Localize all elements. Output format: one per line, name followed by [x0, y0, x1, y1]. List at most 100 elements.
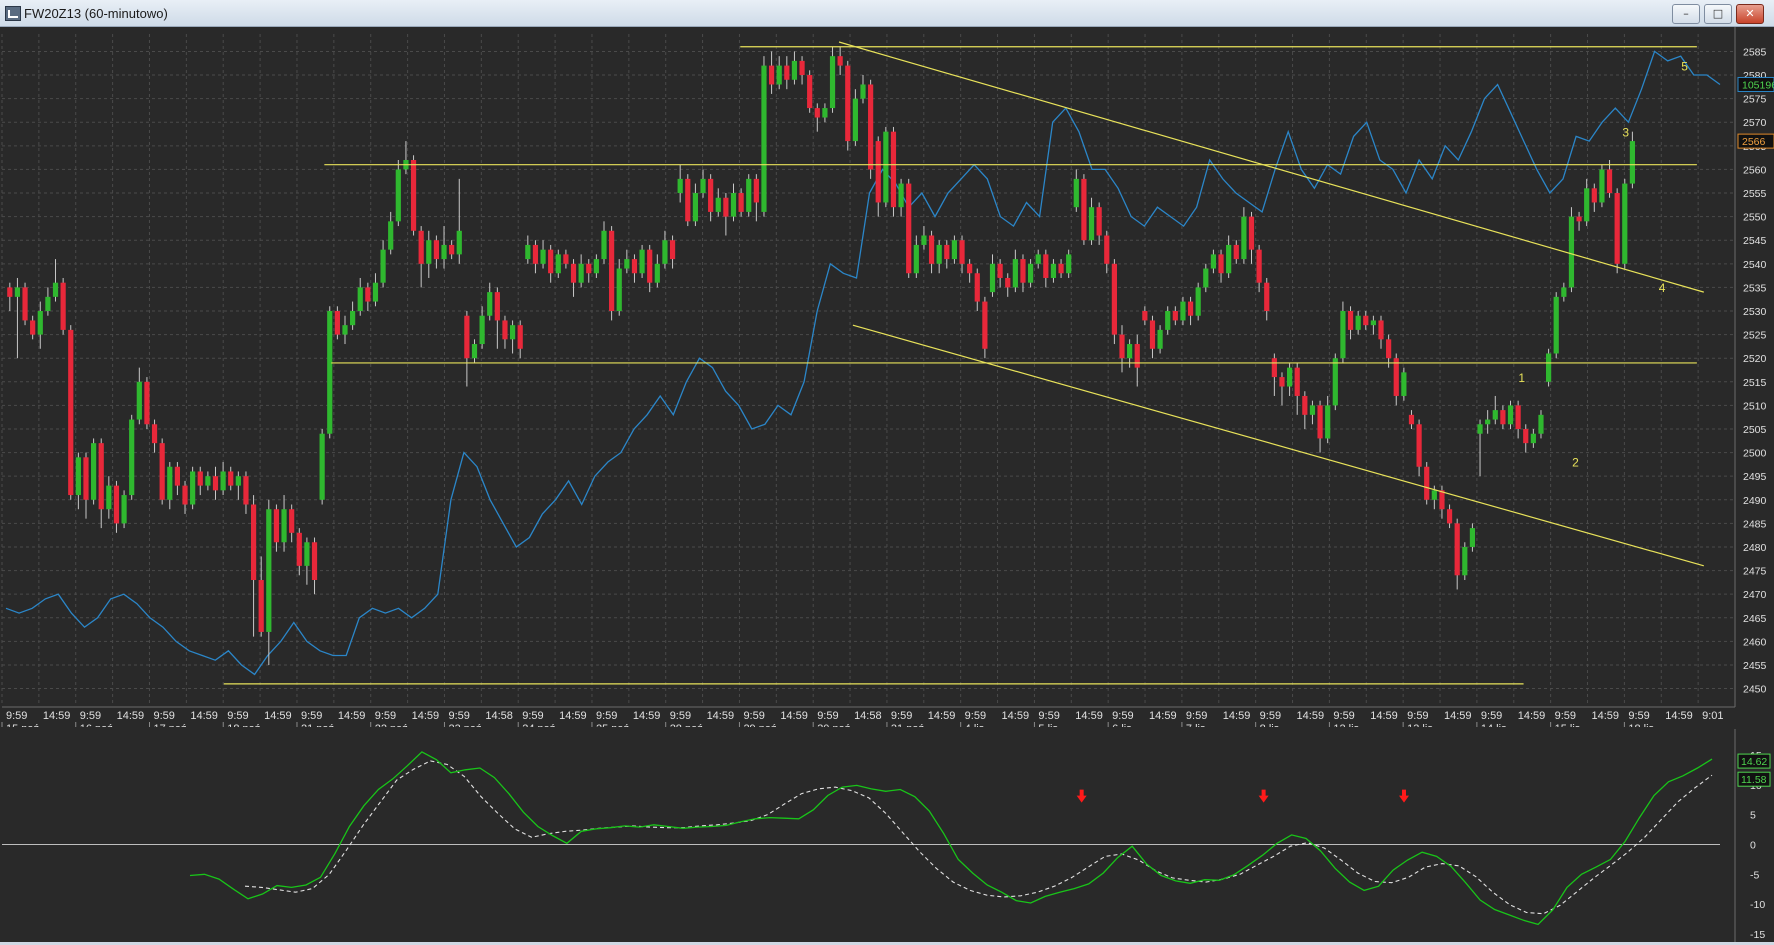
window-title-bar[interactable]: FW20Z13 (60-minutowo) – □ ✕ [0, 0, 1774, 27]
osc-tick-label: -15 [1750, 929, 1765, 941]
candle-body [1401, 372, 1407, 396]
candle-body [182, 485, 188, 505]
candle-body [372, 282, 379, 302]
candle-body [525, 244, 531, 260]
candle-body [1157, 329, 1163, 349]
x-time-label: 9:59 [1628, 710, 1649, 722]
candle-body [807, 75, 813, 109]
x-date-label: 5 lis [1038, 723, 1058, 727]
candle-body [1256, 249, 1262, 283]
candle-body [228, 471, 234, 486]
candle-body [555, 254, 561, 274]
candle-body [1241, 216, 1247, 260]
candle-body [609, 230, 615, 312]
y-tick-label: 2465 [1743, 613, 1767, 625]
candle-body [1393, 358, 1399, 396]
price-chart[interactable]: 2450 2455 2460 2465 2470 2475 2480 2485 2490 2495… [0, 27, 1774, 727]
candle-body [441, 244, 447, 260]
candle-body [7, 287, 13, 297]
candle-body [52, 282, 59, 297]
candle-body [868, 84, 874, 170]
osc-badge-box [1737, 753, 1771, 769]
candle-body [1462, 546, 1468, 576]
candle-body [1576, 216, 1582, 222]
candle-body [1439, 490, 1445, 510]
chart-area[interactable]: 2450 2455 2460 2465 2470 2475 2480 2485 2490 2495… [0, 27, 1774, 942]
candle-body [410, 159, 417, 231]
candle-body [1302, 395, 1308, 415]
y-tick-label: 2525 [1743, 330, 1767, 342]
candle-body [1226, 244, 1232, 274]
candle-body [357, 287, 363, 312]
candle-body [327, 311, 333, 434]
candle-body [685, 178, 691, 222]
x-date-label: 17 paź [153, 723, 186, 727]
candle-body [113, 485, 120, 524]
x-time-label: 9:59 [1260, 710, 1281, 722]
close-button[interactable]: ✕ [1736, 4, 1764, 24]
x-time-label: 14:59 [559, 710, 587, 722]
candle-body [1347, 311, 1354, 330]
candle-body [601, 230, 607, 260]
x-time-label: 9:59 [965, 710, 986, 722]
y-tick-label: 2540 [1743, 259, 1767, 271]
candle-body [433, 240, 440, 260]
candle-body [578, 263, 584, 283]
candle-body [395, 169, 401, 222]
candle-body [151, 424, 158, 444]
x-time-label: 14:59 [1370, 710, 1398, 722]
candle-body [540, 249, 546, 264]
candle-body [479, 315, 485, 345]
y-tick-label: 2460 [1743, 636, 1767, 648]
candle-body [959, 240, 965, 264]
candle-body [388, 221, 394, 250]
candle-body [845, 65, 851, 142]
x-time-label: 14:58 [854, 710, 882, 722]
candle-body [593, 259, 599, 274]
candle-body [1568, 216, 1575, 288]
candle-body [22, 287, 28, 321]
x-date-label: 18 lis [1628, 723, 1654, 727]
candle-body [205, 476, 211, 486]
y-tick-label: 2505 [1743, 424, 1767, 436]
x-time-label: 9:59 [375, 710, 396, 722]
candle-body [212, 476, 219, 491]
candle-body [1050, 263, 1057, 278]
trend-line [852, 324, 1704, 567]
x-time-label: 14:59 [1223, 710, 1251, 722]
x-time-label: 14:59 [633, 710, 661, 722]
candle-body [14, 287, 21, 297]
candle-body [1119, 334, 1125, 359]
osc-badge-box [1737, 771, 1771, 787]
candle-body [296, 532, 302, 566]
candle-body [144, 381, 150, 425]
candle-body [449, 244, 455, 255]
candle-body [784, 65, 790, 80]
candle-body [464, 315, 470, 359]
candle-body [548, 249, 554, 274]
candle-body [494, 292, 500, 321]
y-tick-label: 2455 [1743, 660, 1767, 672]
candle-body [1538, 414, 1544, 434]
candle-body [708, 178, 714, 212]
candle-body [746, 178, 752, 212]
candle-body [1622, 183, 1628, 264]
x-time-label: 9:59 [596, 710, 617, 722]
candle-body [669, 240, 676, 260]
minimize-button[interactable]: – [1672, 4, 1700, 24]
candle-body [723, 197, 729, 217]
candle-body [852, 98, 858, 142]
y-tick-label: 2500 [1743, 448, 1767, 460]
candle-body [380, 249, 386, 283]
restore-button[interactable]: □ [1704, 4, 1732, 24]
x-time-label: 9:59 [743, 710, 764, 722]
y-tick-label: 2515 [1743, 377, 1767, 389]
candle-body [1530, 433, 1536, 444]
candle-body [1203, 268, 1209, 288]
osc-tick-label: -5 [1750, 869, 1759, 881]
x-time-label: 14:59 [412, 710, 440, 722]
candle-body [936, 244, 942, 264]
osc-tick-label: 5 [1750, 810, 1756, 822]
candle-body [106, 485, 112, 510]
